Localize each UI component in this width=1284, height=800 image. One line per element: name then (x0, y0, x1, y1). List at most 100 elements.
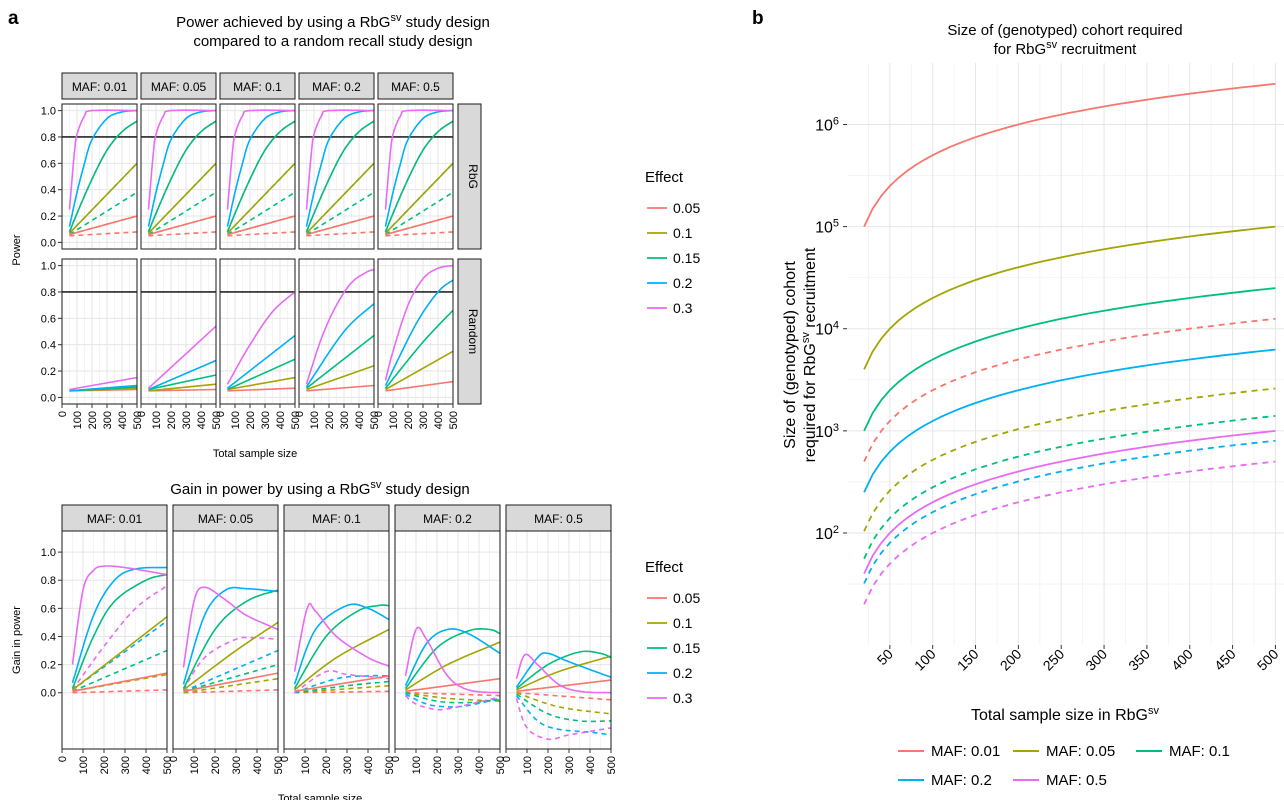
series-line (404, 627, 501, 689)
facet-strip (377, 72, 454, 100)
x-tick-label: 300 (564, 756, 576, 774)
x-tick-label: 500 (132, 411, 144, 429)
series-line (515, 652, 612, 688)
x-tick-label: 150 (954, 646, 982, 674)
series-line (384, 279, 454, 386)
chart-title: Power achieved by using a RbGsv study de… (176, 12, 490, 31)
series-line (227, 358, 296, 391)
series-line (863, 287, 1276, 432)
x-tick-label: 300 (418, 411, 430, 429)
panel-frame (219, 103, 296, 250)
x-tick-label: 200 (324, 411, 336, 429)
series-line-dashed (294, 669, 390, 694)
series-line (306, 384, 375, 392)
facet-strip (172, 504, 279, 532)
x-tick-label: 300 (102, 411, 114, 429)
chart-title-line2: compared to a random recall study design (193, 33, 472, 50)
x-tick-label: 400 (354, 411, 366, 429)
x-tick-label: 300 (260, 411, 272, 429)
legend-title: Effect (645, 169, 684, 186)
series-line (293, 603, 390, 685)
series-line (306, 215, 375, 236)
series-line-dashed (516, 691, 612, 715)
series-line-dashed (182, 636, 279, 691)
series-line (227, 334, 296, 389)
x-tick-label: 200 (99, 756, 111, 774)
x-axis-label: Total sample size (278, 793, 362, 800)
series-line (183, 672, 279, 693)
series-line-dashed (863, 439, 1276, 584)
panel-label-b: b (752, 8, 764, 29)
series-line-dashed (227, 191, 296, 236)
panel-frame (61, 258, 138, 405)
facet-strip (140, 72, 217, 100)
series-line (183, 621, 279, 691)
series-line (863, 348, 1276, 493)
series-line-dashed (863, 387, 1276, 532)
legend-label: 0.15 (673, 640, 700, 656)
series-line (71, 566, 167, 684)
facet-strip (61, 504, 168, 532)
x-tick-label: 350 (1125, 646, 1153, 674)
y-tick-label: 0.2 (41, 211, 56, 223)
y-tick-label: 102 (815, 524, 839, 543)
y-tick-label: 103 (815, 422, 839, 441)
x-tick-label: 300 (120, 756, 132, 774)
series-line (305, 268, 375, 385)
x-tick-label: 100 (300, 756, 312, 774)
panel-frame (505, 530, 612, 750)
series-line-dashed (69, 231, 138, 237)
series-line (68, 109, 137, 227)
x-tick-label: 100 (522, 756, 534, 774)
series-line (148, 374, 217, 391)
series-line-dashed (294, 674, 389, 694)
y-tick-label: 0.8 (41, 287, 56, 299)
legend-title: Effect (645, 559, 684, 576)
x-tick-label: 400 (275, 411, 287, 429)
y-tick-label: 0.0 (41, 688, 56, 700)
facet-strip-label: MAF: 0.01 (87, 512, 143, 526)
chart-title-line2: for RbGsv recruitment (994, 39, 1138, 58)
series-line (147, 120, 217, 233)
series-line-dashed (385, 191, 454, 236)
series-line-dashed (306, 191, 375, 236)
panel-frame (298, 258, 375, 405)
x-tick-label: 200 (245, 411, 257, 429)
series-line (182, 589, 279, 689)
y-axis-label-line2: required for RbGsv recruitment (800, 247, 819, 462)
series-line (385, 380, 454, 392)
series-line (306, 365, 375, 391)
facet-strip-label: MAF: 0.5 (534, 512, 583, 526)
series-line (404, 626, 501, 694)
x-tick-label: 300 (339, 411, 351, 429)
x-tick-label: 300 (342, 756, 354, 774)
x-tick-label: 450 (1211, 646, 1239, 674)
series-line (293, 604, 389, 689)
series-line-dashed (405, 691, 501, 697)
series-line (306, 334, 375, 389)
legend-label: 0.15 (673, 250, 700, 266)
x-tick-label: 500 (384, 756, 396, 774)
series-line-dashed (294, 684, 390, 694)
series-line-dashed (306, 231, 375, 237)
series-line (516, 650, 612, 690)
series-line-dashed (148, 231, 217, 237)
facet-strip-label: MAF: 0.05 (198, 512, 254, 526)
series-line (384, 109, 453, 210)
series-line (305, 303, 375, 388)
x-tick-label: 0 (57, 411, 69, 417)
x-tick-label: 500 (290, 411, 302, 429)
series-line (227, 376, 296, 391)
series-line (384, 162, 454, 234)
series-line-dashed (69, 191, 138, 236)
legend-label: 0.05 (673, 590, 700, 606)
x-tick-label: 0 (390, 756, 402, 762)
chart-title: Gain in power by using a RbGsv study des… (170, 479, 470, 498)
legend-label: MAF: 0.2 (931, 772, 992, 789)
series-line (147, 109, 216, 210)
facet-strip (298, 72, 375, 100)
facet-strip-label: MAF: 0.5 (391, 80, 440, 94)
series-line (148, 388, 217, 392)
